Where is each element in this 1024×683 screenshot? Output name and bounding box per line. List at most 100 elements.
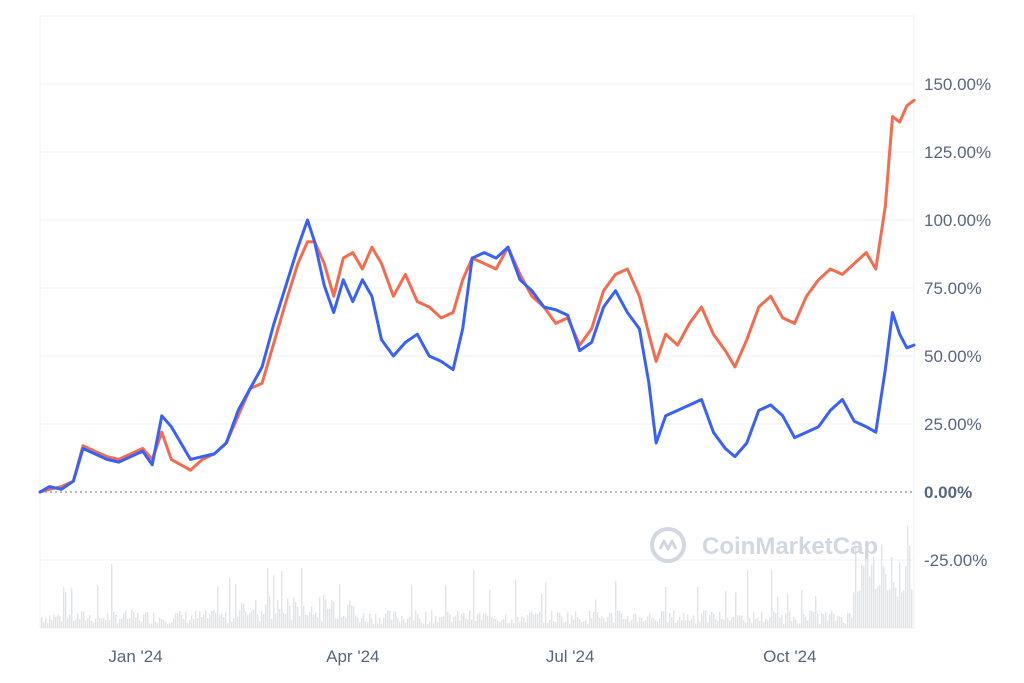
volume-bar xyxy=(871,564,873,628)
volume-bar xyxy=(889,588,891,628)
volume-bar xyxy=(407,618,409,628)
y-tick-label: 0.00% xyxy=(924,483,972,502)
volume-bar xyxy=(831,610,833,628)
volume-bar xyxy=(397,618,399,628)
volume-bar xyxy=(343,616,345,628)
volume-bar xyxy=(899,562,901,628)
volume-bar xyxy=(243,603,245,628)
volume-bar xyxy=(119,618,121,628)
volume-bar xyxy=(83,611,85,628)
volume-bar xyxy=(345,617,347,628)
volume-bar xyxy=(843,622,845,628)
volume-bar xyxy=(159,617,161,628)
volume-bar xyxy=(177,613,179,628)
volume-bar xyxy=(601,615,603,628)
volume-bar xyxy=(257,614,259,628)
volume-bar xyxy=(163,619,165,628)
volume-bar xyxy=(815,596,817,628)
volume-bar xyxy=(837,615,839,628)
volume-bar xyxy=(841,617,843,628)
volume-bar xyxy=(141,621,143,628)
volume-bar xyxy=(61,621,63,628)
volume-bar xyxy=(245,611,247,628)
volume-bar xyxy=(725,591,727,628)
volume-bar xyxy=(197,618,199,628)
volume-bar xyxy=(537,613,539,628)
volume-bar xyxy=(301,568,303,628)
volume-bar xyxy=(771,570,773,628)
volume-bar xyxy=(401,615,403,628)
volume-bar xyxy=(737,615,739,628)
volume-bar xyxy=(499,621,501,628)
volume-bar xyxy=(369,613,371,628)
volume-bar xyxy=(513,622,515,628)
volume-bar xyxy=(415,610,417,628)
volume-bar xyxy=(81,611,83,628)
volume-bar xyxy=(695,623,697,628)
volume-bar xyxy=(803,613,805,628)
volume-bar xyxy=(169,622,171,628)
volume-bar xyxy=(851,617,853,628)
volume-bar xyxy=(887,590,889,628)
volume-bar xyxy=(885,573,887,628)
volume-bar xyxy=(125,610,127,628)
y-tick-label: 50.00% xyxy=(924,347,982,366)
volume-bar xyxy=(273,574,275,628)
volume-bar xyxy=(173,618,175,628)
volume-bar xyxy=(669,612,671,628)
volume-bar xyxy=(79,619,81,628)
volume-bar xyxy=(131,610,133,628)
volume-bar xyxy=(201,617,203,628)
volume-bar xyxy=(729,620,731,628)
volume-bar xyxy=(667,622,669,628)
volume-bar xyxy=(63,587,65,628)
volume-bar xyxy=(757,617,759,628)
volume-bar xyxy=(699,621,701,628)
volume-bar xyxy=(483,613,485,628)
volume-bar xyxy=(371,618,373,628)
volume-bar xyxy=(187,623,189,628)
volume-bar xyxy=(585,620,587,628)
volume-bar xyxy=(833,613,835,628)
volume-bar xyxy=(705,610,707,628)
volume-bar xyxy=(863,566,865,628)
volume-bar xyxy=(225,611,227,628)
x-tick-label: Jan '24 xyxy=(108,647,162,666)
volume-bar xyxy=(71,588,73,628)
volume-bar xyxy=(327,608,329,628)
volume-bar xyxy=(379,617,381,628)
volume-bar xyxy=(491,617,493,628)
watermark-text: CoinMarketCap xyxy=(702,533,878,560)
volume-bar xyxy=(905,566,907,628)
volume-bar xyxy=(687,614,689,628)
volume-bar xyxy=(479,612,481,628)
volume-bars xyxy=(41,525,913,628)
volume-bar xyxy=(293,597,295,628)
volume-bar xyxy=(233,618,235,628)
volume-bar xyxy=(475,621,477,628)
volume-bar xyxy=(825,611,827,628)
volume-bar xyxy=(251,610,253,628)
volume-bar xyxy=(787,594,789,628)
volume-bar xyxy=(623,619,625,628)
volume-bar xyxy=(575,611,577,628)
volume-bar xyxy=(789,611,791,628)
volume-bar xyxy=(879,585,881,628)
volume-bar xyxy=(767,620,769,628)
volume-bar xyxy=(227,623,229,628)
volume-bar xyxy=(389,610,391,628)
volume-bar xyxy=(59,616,61,628)
volume-bar xyxy=(437,622,439,628)
volume-bar xyxy=(149,623,151,628)
volume-bar xyxy=(247,614,249,628)
volume-bar xyxy=(315,612,317,628)
volume-bar xyxy=(775,613,777,628)
volume-bar xyxy=(347,604,349,628)
volume-bar xyxy=(735,592,737,628)
volume-bar xyxy=(409,616,411,628)
volume-bar xyxy=(129,617,131,628)
plot-frame xyxy=(39,15,915,629)
volume-bar xyxy=(739,615,741,628)
volume-bar xyxy=(801,590,803,628)
volume-bar xyxy=(577,616,579,628)
